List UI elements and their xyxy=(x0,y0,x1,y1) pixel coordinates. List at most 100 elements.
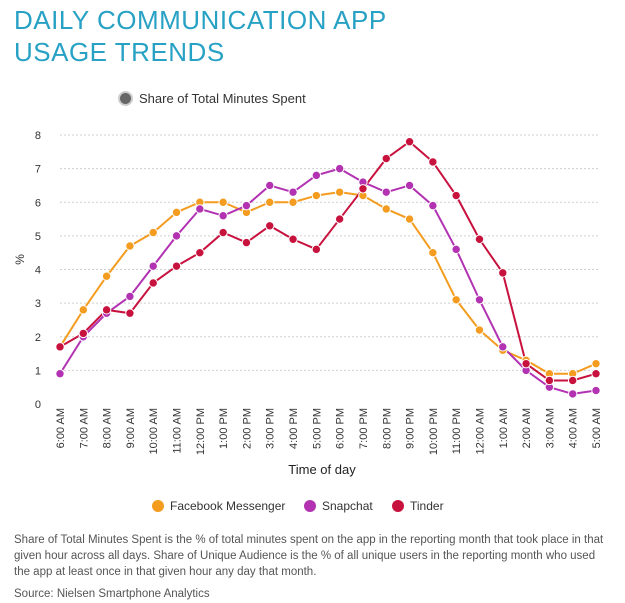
data-point xyxy=(567,389,578,399)
y-tick-label: 1 xyxy=(35,365,41,377)
y-tick-label: 6 xyxy=(35,197,41,209)
data-point xyxy=(171,261,182,271)
x-tick-label: 3:00 PM xyxy=(265,408,277,449)
data-point xyxy=(265,221,275,231)
x-tick-label: 12:00 PM xyxy=(195,408,207,455)
data-point xyxy=(404,137,415,147)
x-tick-label: 7:00 AM xyxy=(78,408,90,448)
y-tick-label: 0 xyxy=(35,399,41,411)
data-point xyxy=(78,328,89,339)
data-point xyxy=(311,190,322,201)
x-tick-label: 2:00 PM xyxy=(241,408,253,449)
data-point xyxy=(125,241,135,251)
data-point xyxy=(241,200,252,211)
data-point xyxy=(311,170,322,181)
y-tick-label: 5 xyxy=(35,231,41,243)
data-point xyxy=(474,234,485,244)
x-tick-label: 11:00 AM xyxy=(172,408,184,454)
data-point xyxy=(381,153,391,164)
x-tick-label: 4:00 PM xyxy=(288,408,300,449)
y-tick-label: 4 xyxy=(35,265,41,277)
data-point xyxy=(125,308,135,318)
data-point xyxy=(334,187,345,197)
data-point xyxy=(404,180,415,191)
data-point xyxy=(101,305,112,315)
x-tick-label: 8:00 AM xyxy=(102,408,114,448)
data-point xyxy=(195,204,205,214)
data-point xyxy=(78,305,89,315)
data-point xyxy=(451,244,461,255)
x-tick-label: 2:00 AM xyxy=(521,408,533,448)
x-tick-label: 1:00 PM xyxy=(218,408,230,449)
x-tick-label: 5:00 PM xyxy=(311,408,323,449)
data-point xyxy=(451,190,461,201)
x-tick-label: 6:00 PM xyxy=(335,408,347,449)
data-point xyxy=(125,291,135,302)
x-axis-label: Time of day xyxy=(288,462,356,477)
data-point xyxy=(428,247,438,258)
data-point xyxy=(358,184,368,194)
line-chart: 0 1 2 3 4 5 6 7 8% 6:00 AM 7:00 AM 8:00 AM 9:00 AM 10… xyxy=(13,130,603,513)
data-point xyxy=(218,211,228,221)
y-tick-label: 8 xyxy=(35,130,41,142)
data-point xyxy=(381,187,391,197)
data-point xyxy=(591,369,601,379)
x-tick-label: 11:00 PM xyxy=(451,408,463,454)
metric-toggle[interactable]: Share of Total Minutes Spent xyxy=(118,91,306,106)
x-tick-label: 12:00 AM xyxy=(474,408,486,454)
footnote: Share of Total Minutes Spent is the % of… xyxy=(14,534,604,578)
x-tick-label: 10:00 PM xyxy=(428,408,440,455)
data-point xyxy=(171,207,182,218)
x-tick-label: 8:00 PM xyxy=(381,408,393,449)
data-point xyxy=(474,325,485,335)
series-line xyxy=(59,140,597,382)
x-tick-label: 10:00 AM xyxy=(148,408,160,454)
data-point xyxy=(428,157,438,167)
metric-toggle-label: Share of Total Minutes Spent xyxy=(139,91,306,106)
data-point xyxy=(428,200,438,211)
data-point xyxy=(288,197,298,207)
legend-label: Snapchat xyxy=(322,499,373,513)
x-tick-label: 9:00 AM xyxy=(125,408,137,448)
data-point xyxy=(311,244,322,255)
data-point xyxy=(451,295,461,305)
x-tick-label: 9:00 PM xyxy=(405,408,417,449)
x-tick-label: 5:00 AM xyxy=(591,408,603,448)
x-tick-label: 6:00 AM xyxy=(55,408,67,448)
legend-marker xyxy=(152,500,164,512)
data-point xyxy=(591,385,601,396)
data-point xyxy=(591,358,601,369)
chart-title: DAILY COMMUNICATION APP USAGE TRENDS xyxy=(14,4,387,68)
data-point xyxy=(521,358,531,369)
data-point xyxy=(544,375,555,386)
data-point xyxy=(171,231,182,241)
data-point xyxy=(218,197,228,207)
data-point xyxy=(148,278,158,288)
data-point xyxy=(265,197,275,207)
data-point xyxy=(55,369,65,379)
data-point xyxy=(241,237,252,248)
data-point xyxy=(288,234,298,244)
data-point xyxy=(567,375,578,386)
data-point xyxy=(55,342,65,352)
data-point xyxy=(101,271,112,281)
data-point xyxy=(195,247,205,258)
source-note: Source: Nielsen Smartphone Analytics xyxy=(14,588,210,600)
data-point xyxy=(288,187,298,197)
legend-marker xyxy=(392,500,404,512)
y-axis-label: % xyxy=(13,254,27,265)
radio-selected-icon[interactable] xyxy=(118,91,133,106)
y-tick-label: 2 xyxy=(35,332,41,344)
legend-marker xyxy=(304,500,316,512)
x-tick-label: 3:00 AM xyxy=(544,408,556,448)
data-point xyxy=(498,342,508,352)
data-point xyxy=(148,261,158,271)
x-tick-label: 7:00 PM xyxy=(358,408,370,449)
y-tick-label: 7 xyxy=(35,164,41,176)
data-point xyxy=(218,227,228,238)
data-point xyxy=(265,180,275,191)
legend-label: Facebook Messenger xyxy=(170,499,285,513)
data-point xyxy=(498,268,508,278)
y-tick-label: 3 xyxy=(35,298,41,310)
data-point xyxy=(148,227,158,238)
